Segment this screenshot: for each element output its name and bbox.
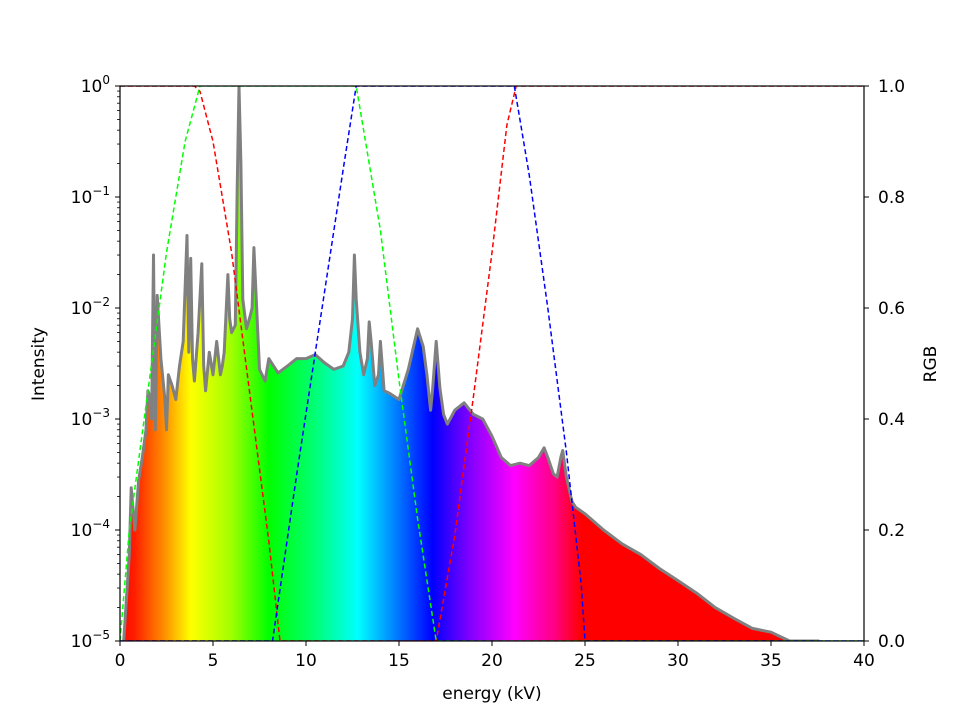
y-tick-label: 10−4 [71, 517, 110, 541]
y-tick-label: 10−1 [71, 184, 110, 208]
y-tick-label: 100 [81, 73, 110, 97]
x-axis: 0 5 10 15 20 25 30 35 40 [115, 641, 875, 671]
y-tick-label: 10−2 [71, 295, 110, 319]
x-tick-label: 25 [574, 651, 596, 671]
y-tick-label: 10−5 [71, 628, 110, 652]
rgb-curve-2 [120, 86, 864, 641]
y2-tick-label: 0.8 [878, 188, 905, 208]
y2-axis: 0.0 0.2 0.4 0.6 0.8 1.0 [864, 77, 905, 652]
x-tick-label: 0 [115, 651, 126, 671]
y-tick-label: 10−3 [71, 406, 110, 430]
spectrum-line [122, 86, 820, 641]
x-tick-label: 20 [481, 651, 503, 671]
y2-tick-label: 0.2 [878, 521, 905, 541]
y2-axis-label: RGB [921, 346, 941, 383]
x-tick-label: 10 [295, 651, 317, 671]
y2-tick-label: 0.4 [878, 410, 905, 430]
y2-tick-label: 1.0 [878, 77, 905, 97]
x-axis-label: energy (kV) [442, 684, 541, 704]
y2-tick-label: 0.0 [878, 632, 905, 652]
y2-tick-label: 0.6 [878, 299, 905, 319]
x-tick-label: 15 [388, 651, 410, 671]
x-tick-label: 35 [760, 651, 782, 671]
x-tick-label: 40 [853, 651, 875, 671]
rgb-curve-0 [120, 86, 864, 641]
x-tick-label: 5 [208, 651, 219, 671]
y-axis: 10−5 10−4 10−3 10−2 10−1 100 [71, 73, 120, 652]
x-tick-label: 30 [667, 651, 689, 671]
rgb-curve-1 [120, 86, 864, 641]
rgb-curves [120, 86, 864, 641]
y-axis-label: Intensity [29, 327, 49, 401]
